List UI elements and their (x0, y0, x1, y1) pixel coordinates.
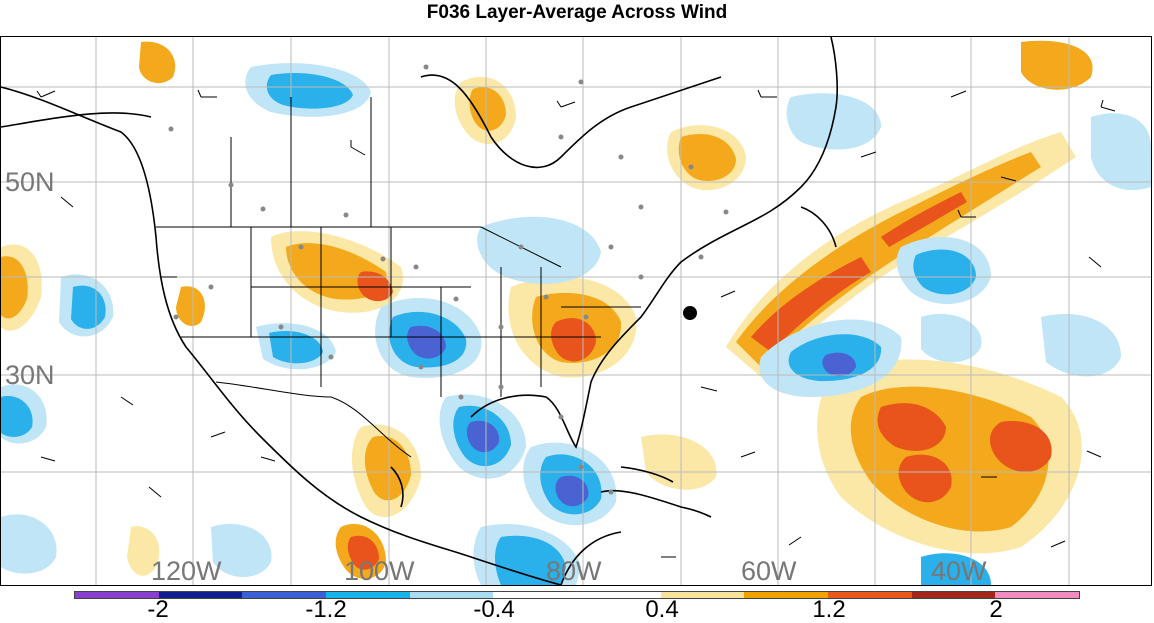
colorbar-swatch (577, 592, 661, 598)
negative-anomaly-area (466, 420, 500, 453)
positive-anomaly-area (989, 421, 1052, 472)
colorbar-swatch (409, 592, 494, 598)
positive-anomaly-area (347, 535, 379, 570)
colorbar-label: 2 (989, 596, 1003, 623)
colorbar-label: 1.2 (812, 596, 846, 623)
map-panel: 50N 30N 120W 100W 80W 60W 40W (0, 36, 1152, 586)
lon-label-80w: 80W (546, 556, 602, 586)
lon-label-60w: 60W (741, 556, 797, 586)
negative-anomaly-area (269, 331, 323, 364)
negative-anomaly-area (921, 553, 991, 585)
colorbar-swatch (828, 592, 912, 598)
lon-label-40w: 40W (931, 556, 987, 586)
colorbar-swatch (158, 592, 243, 598)
station-markers (168, 64, 729, 495)
negative-anomaly-area (495, 535, 566, 585)
positive-anomaly-area (751, 257, 871, 352)
positive-anomaly-area (357, 271, 393, 302)
lon-label-120w: 120W (151, 556, 222, 586)
positive-anomaly-area (678, 133, 736, 181)
colorbar-swatch (911, 592, 996, 598)
colorbar-swatch (493, 592, 578, 598)
negative-anomaly-area (1041, 313, 1121, 377)
colorbar-label: -2 (147, 596, 169, 623)
colorbar-label: -0.4 (473, 596, 515, 623)
positive-anomaly-area (469, 87, 506, 131)
colorbar-label: 0.4 (645, 596, 679, 623)
positive-anomaly-area (551, 318, 596, 362)
positive-anomaly-area (127, 526, 160, 576)
negative-anomaly-area (71, 285, 106, 329)
colorbar-swatch (744, 592, 829, 598)
negative-anomaly-area (913, 249, 976, 295)
positive-anomaly-area (1021, 40, 1093, 90)
lat-label-30n: 30N (5, 360, 55, 390)
positive-anomaly-area (641, 434, 717, 490)
lon-label-100w: 100W (344, 556, 415, 586)
positive-anomaly-area (364, 436, 411, 501)
colorbar-swatch (995, 592, 1080, 598)
negative-anomaly-area (1091, 113, 1151, 191)
colorbar (74, 591, 1080, 599)
negative-anomaly-area (211, 523, 272, 577)
wind-barbs (36, 89, 1116, 558)
negative-anomaly-area (266, 73, 353, 109)
chart-title: F036 Layer-Average Across Wind (426, 2, 728, 23)
map-canvas (1, 37, 1151, 585)
negative-anomaly-area (921, 313, 982, 363)
colorbar-swatch (242, 592, 327, 598)
negative-anomaly-area (407, 325, 446, 359)
colorbar-swatch (660, 592, 745, 598)
negative-anomaly-area (1, 396, 33, 437)
anomaly-fields (1, 40, 1151, 585)
positive-anomaly-area (881, 192, 967, 247)
negative-anomaly-area (1, 514, 57, 574)
positive-anomaly-area (1, 256, 28, 319)
positive-anomaly-area (176, 286, 205, 327)
negative-anomaly-area (555, 475, 589, 507)
negative-anomaly-area (477, 216, 601, 284)
positive-anomaly-area (139, 41, 176, 84)
highlight-marker (683, 306, 697, 320)
lat-label-50n: 50N (5, 167, 55, 197)
colorbar-label: -1.2 (305, 596, 347, 623)
positive-anomaly-area (877, 403, 946, 451)
colorbar-swatch (75, 592, 159, 598)
negative-anomaly-area (822, 352, 856, 377)
lat-lon-grid (1, 37, 1151, 585)
positive-anomaly-area (898, 454, 952, 503)
colorbar-swatch (326, 592, 410, 598)
